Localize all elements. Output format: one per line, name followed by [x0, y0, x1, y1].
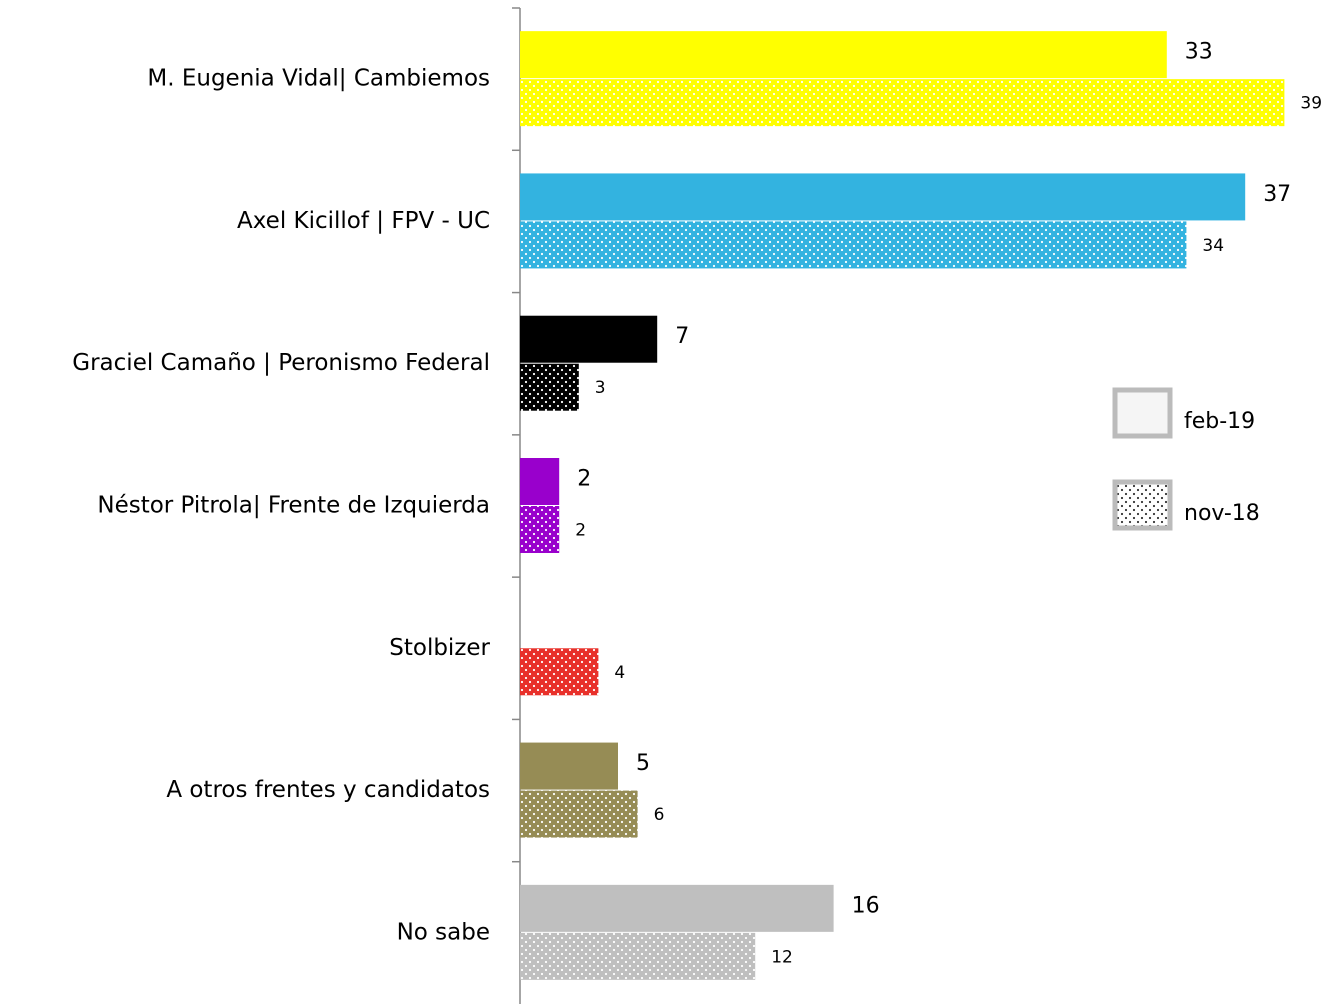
bar	[520, 458, 560, 505]
value-label: 12	[771, 947, 793, 967]
value-label: 6	[654, 805, 665, 825]
bar	[520, 790, 638, 838]
bar	[520, 648, 599, 696]
value-label: 2	[577, 467, 591, 492]
bar	[520, 79, 1285, 127]
value-label: 34	[1202, 236, 1224, 256]
value-label: 3	[595, 378, 606, 398]
legend-swatch	[1112, 479, 1173, 531]
value-label: 16	[852, 893, 880, 918]
legend-label: feb-19	[1184, 409, 1255, 434]
value-label: 7	[675, 324, 689, 349]
y-tick-label: M. Eugenia Vidal| Cambiemos	[147, 66, 490, 92]
y-tick-label: Graciel Camaño | Peronismo Federal	[72, 350, 490, 376]
value-label: 2	[575, 521, 586, 541]
bar	[520, 315, 658, 363]
y-tick-label: A otros frentes y candidatos	[166, 777, 490, 803]
legend-swatch	[1112, 387, 1173, 439]
bar	[520, 363, 579, 411]
bar	[520, 932, 756, 980]
bar	[520, 742, 618, 790]
bar	[520, 221, 1187, 269]
bar	[520, 884, 834, 932]
value-label: 37	[1263, 182, 1291, 207]
y-tick-label: No sabe	[397, 919, 490, 945]
bar	[520, 173, 1246, 221]
legend-label: nov-18	[1184, 501, 1260, 526]
value-label: 33	[1185, 40, 1213, 65]
y-tick-label: Axel Kicillof | FPV - UC	[237, 208, 490, 234]
bar	[520, 31, 1167, 79]
y-tick-label: Stolbizer	[389, 635, 490, 661]
value-label: 4	[614, 663, 625, 683]
y-tick-label: Néstor Pitrola| Frente de Izquierda	[97, 493, 490, 519]
bar	[520, 506, 560, 553]
value-label: 39	[1300, 94, 1322, 114]
value-label: 5	[636, 751, 650, 776]
